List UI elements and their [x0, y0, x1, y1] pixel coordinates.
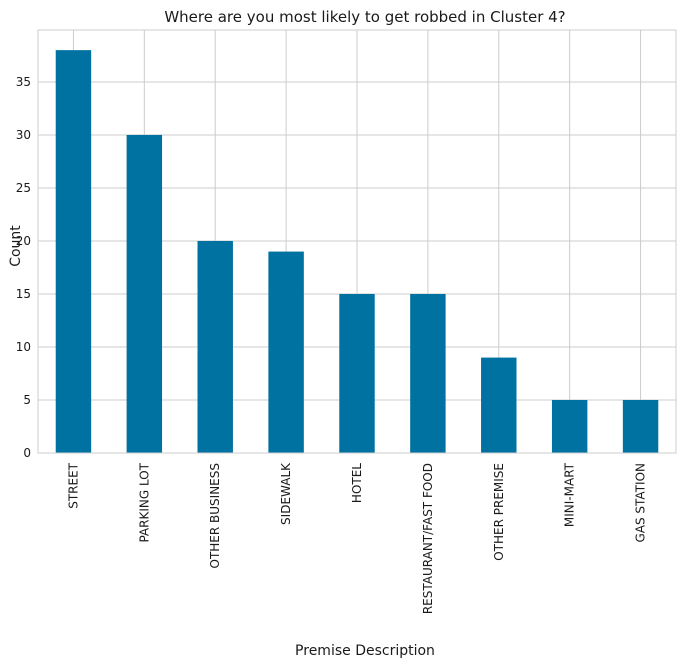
- bar: [339, 293, 375, 453]
- x-tick-label: HOTEL: [350, 463, 364, 503]
- y-tick-label: 10: [16, 340, 31, 354]
- x-tick-label: PARKING LOT: [137, 462, 151, 542]
- y-axis-label: Count: [8, 225, 24, 267]
- y-axis-ticks: 0 5 10 15 20 25 30 35: [16, 75, 31, 460]
- bar: [197, 240, 233, 453]
- bar: [410, 293, 446, 453]
- bar: [55, 50, 92, 454]
- x-tick-label: OTHER PREMISE: [492, 463, 506, 561]
- y-tick-label: 20: [16, 234, 31, 248]
- x-tick-label: OTHER BUSINESS: [208, 463, 222, 569]
- x-tick-label: GAS STATION: [634, 463, 648, 543]
- bar: [268, 251, 304, 453]
- x-tick-label: SIDEWALK: [279, 462, 293, 525]
- bar: [126, 134, 163, 453]
- y-tick-label: 25: [16, 181, 31, 195]
- y-tick-label: 15: [16, 287, 31, 301]
- chart-title: Where are you most likely to get robbed …: [164, 8, 565, 26]
- x-tick-label: STREET: [66, 462, 80, 508]
- plot-frame: [37, 29, 677, 454]
- y-tick-label: 30: [16, 128, 31, 142]
- y-tick-label: 5: [23, 393, 31, 407]
- x-tick-label: RESTAURANT/FAST FOOD: [421, 463, 435, 614]
- x-tick-label: MINI-MART: [563, 462, 577, 527]
- bar: [481, 357, 517, 453]
- y-tick-label: 0: [23, 446, 31, 460]
- y-tick-label: 35: [16, 75, 31, 89]
- bar: [622, 399, 659, 453]
- bar: [551, 399, 588, 453]
- bars: [55, 50, 659, 454]
- x-axis-label: Premise Description: [295, 643, 435, 659]
- x-axis-ticks: STREET PARKING LOT OTHER BUSINESS SIDEWALK H…: [66, 462, 647, 614]
